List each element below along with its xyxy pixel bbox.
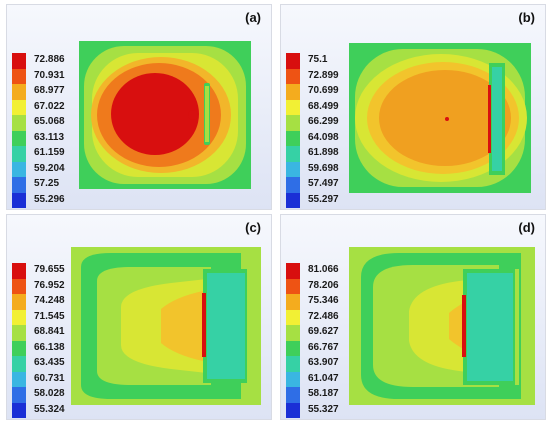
legend-value: 65.068 bbox=[34, 116, 65, 127]
legend-value: 69.627 bbox=[308, 326, 339, 337]
legend-value: 68.841 bbox=[34, 326, 65, 337]
legend-swatch bbox=[286, 146, 300, 162]
legend-value: 57.25 bbox=[34, 178, 60, 189]
contour-panel-a: (a) 72.886 70.931 68.977 67.022 65.068 6… bbox=[6, 4, 272, 210]
legend-value: 68.977 bbox=[34, 85, 65, 96]
legend-value: 66.299 bbox=[308, 116, 339, 127]
legend-swatch bbox=[12, 340, 26, 356]
legend-swatch bbox=[286, 340, 300, 356]
legend-swatch bbox=[12, 192, 26, 208]
legend-swatch bbox=[12, 371, 26, 387]
legend-value: 76.952 bbox=[34, 279, 65, 291]
legend-value: 67.022 bbox=[34, 100, 65, 112]
legend-value: 55.324 bbox=[34, 403, 65, 415]
legend-swatch bbox=[286, 387, 300, 403]
contour-panel-d: (d) 81.066 78.206 75.346 72.486 69.627 6… bbox=[280, 214, 546, 420]
legend-swatch bbox=[286, 325, 300, 341]
legend-value: 55.297 bbox=[308, 193, 339, 205]
legend-swatch bbox=[286, 115, 300, 131]
legend-value: 61.898 bbox=[308, 147, 339, 158]
temperature-contour-plot bbox=[349, 43, 531, 193]
legend-swatch bbox=[286, 371, 300, 387]
legend-swatch bbox=[12, 387, 26, 403]
legend-value: 72.899 bbox=[308, 69, 339, 81]
legend-swatch bbox=[12, 161, 26, 177]
legend-swatch bbox=[12, 278, 26, 294]
legend-swatch bbox=[286, 161, 300, 177]
legend-swatch bbox=[286, 68, 300, 84]
legend-value: 58.187 bbox=[308, 388, 339, 399]
legend-swatch bbox=[286, 278, 300, 294]
legend-swatch bbox=[286, 84, 300, 100]
legend-swatch bbox=[286, 177, 300, 193]
legend-swatch bbox=[12, 99, 26, 115]
legend-swatch bbox=[12, 84, 26, 100]
legend-value: 64.098 bbox=[308, 131, 339, 143]
legend-value: 78.206 bbox=[308, 279, 339, 291]
legend-value: 58.028 bbox=[34, 388, 65, 399]
legend-value: 60.731 bbox=[34, 372, 65, 384]
legend-swatch bbox=[286, 294, 300, 310]
legend-value: 59.204 bbox=[34, 162, 65, 174]
temperature-contour-plot bbox=[71, 247, 261, 405]
temperature-contour-plot bbox=[79, 41, 251, 189]
legend-value: 61.047 bbox=[308, 372, 339, 384]
panel-label: (d) bbox=[518, 220, 535, 235]
legend-value: 66.767 bbox=[308, 341, 339, 353]
legend-swatch bbox=[12, 294, 26, 310]
legend-value: 55.296 bbox=[34, 193, 65, 205]
panel-label: (c) bbox=[245, 220, 261, 235]
legend-value: 61.159 bbox=[34, 147, 65, 158]
legend-value: 75.346 bbox=[308, 295, 339, 306]
contour-panel-b: (b) 75.1 72.899 70.699 68.499 66.299 64.… bbox=[280, 4, 546, 210]
legend-value: 72.486 bbox=[308, 310, 339, 322]
legend-value: 75.1 bbox=[308, 54, 328, 65]
contour-panel-c: (c) 79.655 76.952 74.248 71.545 68.841 6… bbox=[6, 214, 272, 420]
panel-label: (b) bbox=[518, 10, 535, 25]
legend-swatch bbox=[286, 402, 300, 418]
legend-swatch bbox=[286, 263, 300, 279]
legend-value: 70.699 bbox=[308, 85, 339, 96]
legend-value: 59.698 bbox=[308, 162, 339, 174]
legend-value: 63.435 bbox=[34, 357, 65, 368]
panel-label: (a) bbox=[245, 10, 261, 25]
legend-swatch bbox=[12, 263, 26, 279]
legend-value: 57.497 bbox=[308, 178, 339, 189]
legend-swatch bbox=[12, 53, 26, 69]
legend-swatch bbox=[12, 325, 26, 341]
legend-swatch bbox=[286, 192, 300, 208]
legend-value: 68.499 bbox=[308, 100, 339, 112]
legend-swatch bbox=[12, 177, 26, 193]
legend-swatch bbox=[286, 356, 300, 372]
legend-swatch bbox=[12, 115, 26, 131]
legend-value: 63.113 bbox=[34, 131, 65, 143]
legend-value: 79.655 bbox=[34, 264, 65, 275]
legend-swatch bbox=[12, 356, 26, 372]
legend-swatch bbox=[12, 68, 26, 84]
legend-swatch bbox=[12, 146, 26, 162]
legend-swatch bbox=[286, 53, 300, 69]
legend-value: 72.886 bbox=[34, 54, 65, 65]
legend-swatch bbox=[12, 130, 26, 146]
legend-value: 66.138 bbox=[34, 341, 65, 353]
legend-value: 81.066 bbox=[308, 264, 339, 275]
temperature-contour-plot bbox=[349, 247, 535, 405]
legend-value: 74.248 bbox=[34, 295, 65, 306]
legend-swatch bbox=[12, 402, 26, 418]
legend-value: 55.327 bbox=[308, 403, 339, 415]
legend-swatch bbox=[12, 309, 26, 325]
legend-swatch bbox=[286, 99, 300, 115]
legend-swatch bbox=[286, 309, 300, 325]
legend-value: 70.931 bbox=[34, 69, 65, 81]
legend-value: 63.907 bbox=[308, 357, 339, 368]
legend-swatch bbox=[286, 130, 300, 146]
legend-value: 71.545 bbox=[34, 310, 65, 322]
